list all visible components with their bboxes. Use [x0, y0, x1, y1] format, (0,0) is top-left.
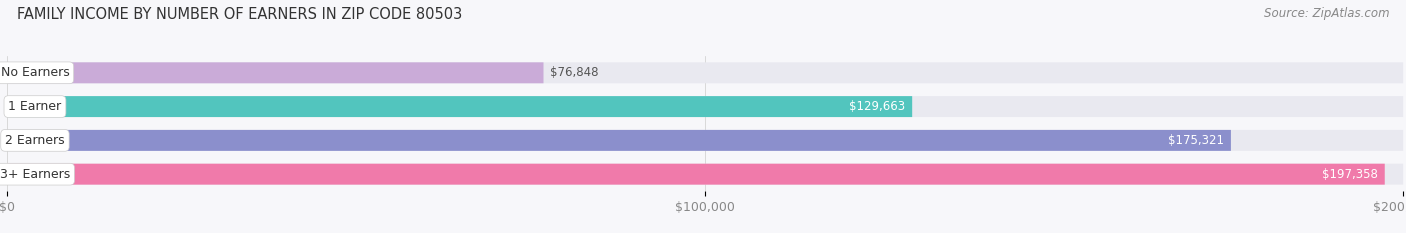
FancyBboxPatch shape: [7, 164, 1403, 185]
FancyBboxPatch shape: [7, 130, 1403, 151]
Text: $175,321: $175,321: [1168, 134, 1225, 147]
Text: 3+ Earners: 3+ Earners: [0, 168, 70, 181]
Text: 2 Earners: 2 Earners: [6, 134, 65, 147]
Text: $76,848: $76,848: [551, 66, 599, 79]
FancyBboxPatch shape: [7, 96, 912, 117]
Text: FAMILY INCOME BY NUMBER OF EARNERS IN ZIP CODE 80503: FAMILY INCOME BY NUMBER OF EARNERS IN ZI…: [17, 7, 463, 22]
Text: $129,663: $129,663: [849, 100, 905, 113]
Text: $197,358: $197,358: [1322, 168, 1378, 181]
Text: 1 Earner: 1 Earner: [8, 100, 62, 113]
Text: No Earners: No Earners: [0, 66, 69, 79]
FancyBboxPatch shape: [7, 130, 1230, 151]
FancyBboxPatch shape: [7, 164, 1385, 185]
Text: Source: ZipAtlas.com: Source: ZipAtlas.com: [1264, 7, 1389, 20]
FancyBboxPatch shape: [7, 62, 544, 83]
FancyBboxPatch shape: [7, 96, 1403, 117]
FancyBboxPatch shape: [7, 62, 1403, 83]
